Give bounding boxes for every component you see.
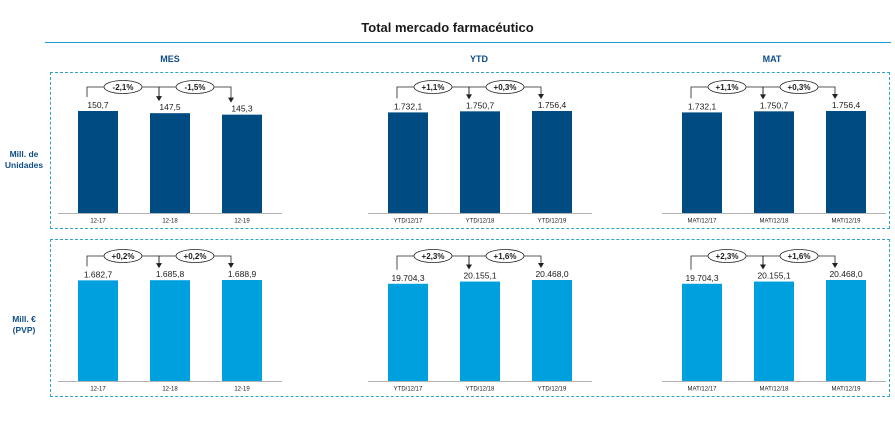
- chart-1-2-change-badge-1: [779, 249, 819, 263]
- chart-1-1-value-label-2: 20.468,0: [535, 269, 568, 279]
- chart-1-0-value-label-2: 1.688,9: [228, 269, 257, 279]
- chart-1-0-change-arrowhead-1: [228, 263, 234, 268]
- page-title: Total mercado farmacéutico: [361, 20, 534, 35]
- chart-0-2-change-badge-1: [779, 80, 819, 94]
- chart-0-1-tick-label-2: YTD/12/19: [538, 219, 567, 225]
- chart-1-0-bar-1: [150, 280, 190, 381]
- chart-1-1-tick-label-1: YTD/12/18: [466, 387, 495, 393]
- chart-1-1-bar-2: [532, 280, 572, 381]
- chart-0-1-change-label-0: +1,1%: [422, 83, 445, 92]
- chart-0-1-bar-2: [532, 111, 572, 213]
- chart-0-0-change-label-1: -1,5%: [185, 83, 206, 92]
- chart-0-0-change-arrowhead-1: [228, 97, 234, 103]
- chart-1-1-value-label-0: 19.704,3: [391, 273, 424, 283]
- chart-1-2-change-badge-0: [707, 249, 747, 263]
- chart-0-0-value-label-0: 150,7: [87, 100, 109, 110]
- chart-1-1-change-badge-0: [413, 249, 453, 263]
- chart-0-1-change-arrowhead-1: [538, 94, 544, 99]
- chart-0-2-tick-label-2: MAT/12/19: [832, 219, 862, 225]
- chart-0-0-tick-label-2: 12-19: [234, 219, 250, 225]
- chart-0-2-tick-label-1: MAT/12/18: [760, 219, 790, 225]
- value-row-frame: [50, 239, 890, 397]
- row-label-value-line1: Mill. €: [12, 314, 36, 324]
- chart-1-1-change-arrowhead-1: [538, 263, 544, 268]
- chart-1-1-tick-label-2: YTD/12/19: [538, 387, 567, 393]
- chart-0-1-value-label-0: 1.732,1: [394, 101, 423, 111]
- chart-1-2-change-label-1: +1,6%: [788, 252, 811, 261]
- chart-1-0-change-label-1: +0,2%: [184, 252, 207, 261]
- chart-0-1-value-label-1: 1.750,7: [466, 100, 495, 110]
- chart-1-0-value-label-1: 1.685,8: [156, 269, 185, 279]
- column-header-ytd: YTD: [470, 54, 488, 64]
- chart-1-2-tick-label-1: MAT/12/18: [760, 387, 790, 393]
- chart-0-2-change-arrowhead-1: [832, 94, 838, 99]
- chart-0-2-value-label-0: 1.732,1: [688, 101, 717, 111]
- row-label-value-line2: (PVP): [12, 325, 36, 335]
- row-label-value: Mill. € (PVP): [0, 314, 48, 336]
- chart-0-0-change-label-0: -2,1%: [113, 83, 134, 92]
- chart-1-2-value-label-0: 19.704,3: [685, 273, 718, 283]
- chart-1-0-change-badge-0: [103, 249, 143, 263]
- chart-0-2-value-label-1: 1.750,7: [760, 100, 789, 110]
- chart-0-0-change-badge-1: [175, 80, 215, 94]
- chart-0-2-bar-2: [826, 111, 866, 213]
- chart-0-2-bar-1: [754, 111, 794, 213]
- chart-0-0-bar-0: [78, 111, 118, 213]
- chart-1-2-bar-2: [826, 280, 866, 381]
- chart-1-0-tick-label-0: 12-17: [90, 387, 106, 393]
- chart-0-1-bar-0: [388, 112, 428, 213]
- chart-0-0-bar-1: [150, 113, 190, 213]
- chart-0-0-tick-label-0: 12-17: [90, 219, 106, 225]
- chart-0-0-value-label-1: 147,5: [159, 102, 181, 112]
- chart-1-0-bar-0: [78, 280, 118, 381]
- row-label-units: Mill. de Unidades: [0, 149, 48, 171]
- chart-0-2-bar-0: [682, 112, 722, 213]
- chart-0-1-value-label-2: 1.756,4: [538, 100, 567, 110]
- chart-0-2-value-label-2: 1.756,4: [832, 100, 861, 110]
- chart-1-0-change-badge-1: [175, 249, 215, 263]
- chart-0-2-change-label-1: +0,3%: [788, 83, 811, 92]
- chart-1-1-tick-label-0: YTD/12/17: [394, 387, 423, 393]
- chart-1-2-tick-label-0: MAT/12/17: [688, 387, 718, 393]
- chart-0-2-change-label-0: +1,1%: [716, 83, 739, 92]
- chart-0-0-bar-2: [222, 114, 262, 213]
- chart-0-1-change-badge-0: [413, 80, 453, 94]
- chart-1-0-tick-label-1: 12-18: [162, 387, 178, 393]
- chart-1-1-change-badge-1: [485, 249, 525, 263]
- chart-1-2-bar-0: [682, 283, 722, 381]
- chart-1-1-bar-1: [460, 281, 500, 381]
- chart-0-1-change-badge-1: [485, 80, 525, 94]
- chart-0-1-bar-1: [460, 111, 500, 213]
- row-label-units-line2: Unidades: [4, 160, 44, 170]
- chart-0-1-tick-label-1: YTD/12/18: [466, 219, 495, 225]
- chart-1-0-tick-label-2: 12-19: [234, 387, 250, 393]
- chart-0-0-change-badge-0: [103, 80, 143, 94]
- column-header-mes: MES: [160, 54, 180, 64]
- chart-1-2-value-label-2: 20.468,0: [829, 269, 862, 279]
- chart-0-1-change-label-1: +0,3%: [494, 83, 517, 92]
- units-row-frame: [50, 72, 890, 229]
- chart-0-1-tick-label-0: YTD/12/17: [394, 219, 423, 225]
- chart-0-2-change-badge-0: [707, 80, 747, 94]
- chart-1-0-bar-2: [222, 280, 262, 381]
- chart-1-2-value-label-1: 20.155,1: [757, 271, 790, 281]
- chart-1-1-bar-0: [388, 283, 428, 381]
- chart-1-1-value-label-1: 20.155,1: [463, 271, 496, 281]
- chart-1-1-change-label-1: +1,6%: [494, 252, 517, 261]
- column-header-mat: MAT: [762, 54, 782, 64]
- chart-0-2-tick-label-0: MAT/12/17: [688, 219, 718, 225]
- chart-1-0-value-label-0: 1.682,7: [84, 269, 113, 279]
- chart-1-2-change-arrowhead-1: [832, 263, 838, 268]
- chart-0-0-tick-label-1: 12-18: [162, 219, 178, 225]
- row-label-units-line1: Mill. de: [9, 149, 39, 159]
- chart-1-2-tick-label-2: MAT/12/19: [832, 387, 862, 393]
- title-rule: [45, 42, 891, 43]
- chart-1-0-change-label-0: +0,2%: [112, 252, 135, 261]
- chart-1-2-bar-1: [754, 281, 794, 381]
- chart-1-1-change-label-0: +2,3%: [422, 252, 445, 261]
- chart-1-2-change-label-0: +2,3%: [716, 252, 739, 261]
- chart-0-0-value-label-2: 145,3: [231, 104, 253, 114]
